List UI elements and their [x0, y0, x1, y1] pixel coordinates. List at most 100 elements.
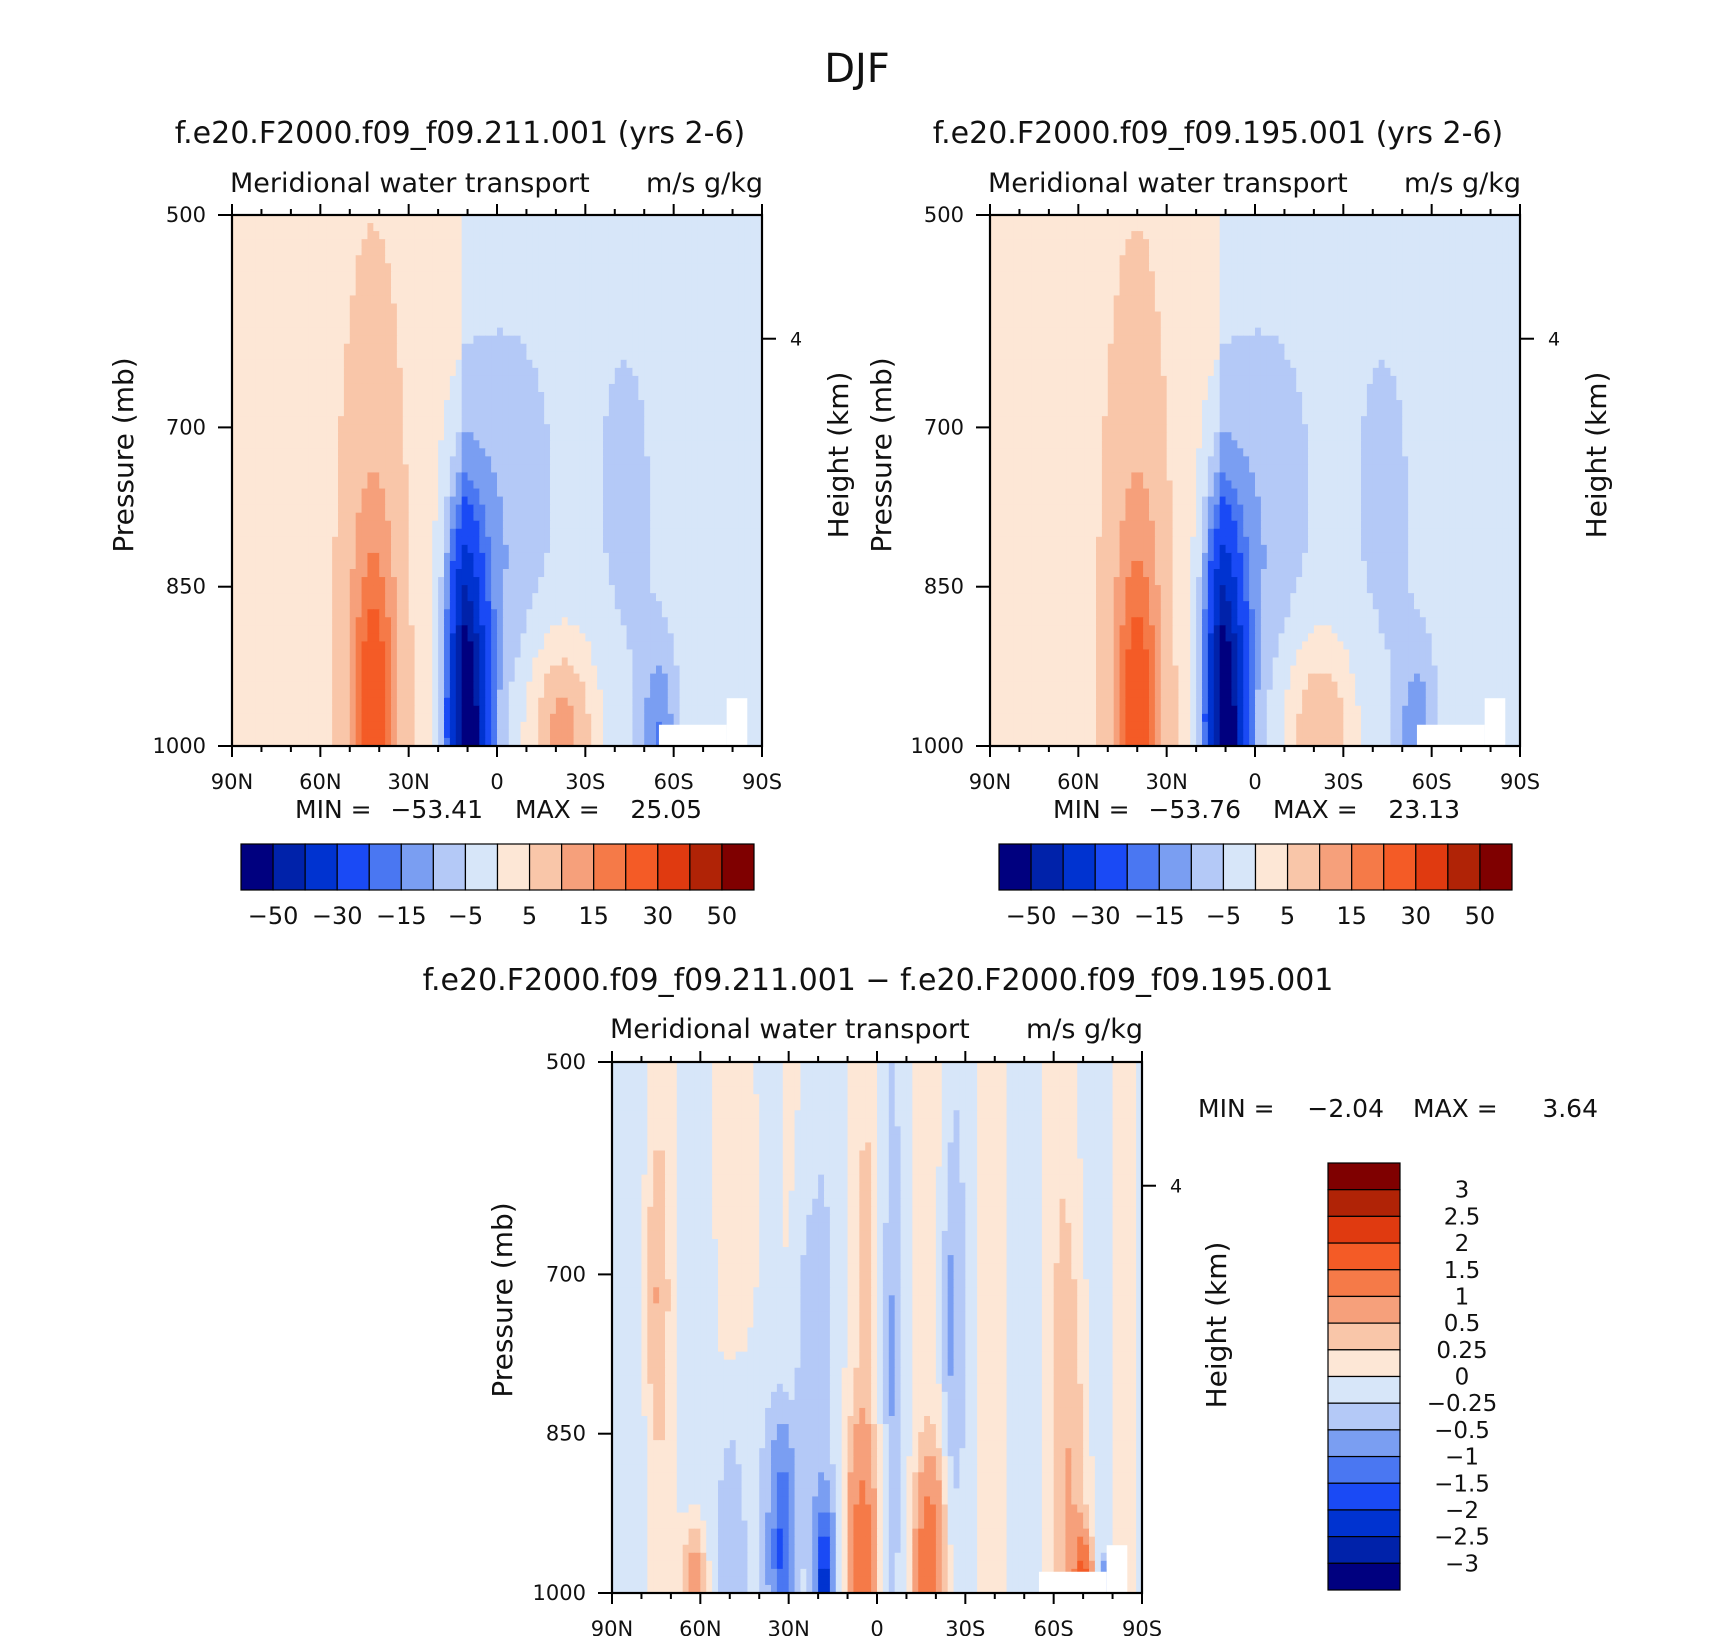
field-cell: [296, 633, 304, 643]
field-cell: [591, 504, 598, 514]
field-cell: [373, 512, 380, 522]
field-cell: [332, 536, 339, 546]
field-cell: [738, 287, 745, 297]
field-cell: [567, 263, 575, 272]
field-cell: [620, 303, 628, 313]
field-cell: [255, 424, 263, 433]
field-cell: [361, 560, 369, 570]
field-cell: [273, 649, 280, 659]
field-cell: [314, 657, 321, 667]
field-cell: [426, 311, 433, 321]
field-cell: [656, 319, 663, 329]
field-cell: [656, 392, 663, 401]
field-cell: [385, 408, 392, 417]
field-cell: [249, 649, 257, 659]
field-cell: [703, 569, 710, 578]
field-cell: [485, 536, 492, 546]
field-cell: [320, 287, 327, 297]
field-cell: [756, 408, 763, 417]
field-cell: [638, 560, 645, 570]
field-cell: [614, 335, 622, 345]
field-cell: [279, 464, 286, 474]
field-cell: [750, 552, 757, 562]
field-cell: [532, 351, 539, 361]
field-cell: [338, 601, 345, 610]
field-cell: [550, 239, 557, 248]
field-cell: [608, 617, 616, 626]
field-cell: [473, 263, 480, 272]
field-cell: [744, 641, 751, 651]
field-cell: [632, 263, 639, 272]
field-cell: [632, 335, 639, 345]
field-cell: [408, 295, 416, 305]
field-cell: [314, 303, 321, 313]
field-cell: [232, 343, 239, 353]
field-cell: [314, 480, 321, 490]
field-cell: [632, 625, 639, 634]
field-cell: [544, 609, 551, 618]
field-cell: [308, 544, 316, 554]
field-cell: [532, 247, 539, 256]
field-cell: [332, 609, 339, 618]
field-cell: [320, 279, 327, 289]
field-cell: [555, 480, 563, 490]
field-cell: [656, 536, 663, 546]
field-cell: [732, 609, 740, 618]
field-cell: [391, 416, 398, 425]
field-cell: [585, 480, 592, 490]
field-cell: [438, 577, 445, 586]
field-cell: [626, 617, 634, 626]
field-cell: [249, 400, 257, 409]
field-cell: [485, 577, 492, 586]
field-cell: [555, 295, 563, 305]
field-cell: [273, 392, 280, 401]
field-cell: [302, 480, 310, 490]
field-cell: [373, 496, 380, 506]
field-cell: [508, 215, 516, 224]
field-cell: [550, 343, 557, 353]
field-cell: [261, 271, 268, 280]
field-cell: [744, 536, 751, 546]
field-cell: [714, 367, 722, 377]
field-cell: [514, 239, 522, 248]
field-cell: [497, 223, 504, 232]
field-cell: [432, 544, 439, 554]
field-cell: [508, 512, 516, 522]
field-cell: [732, 536, 740, 546]
field-cell: [273, 544, 280, 554]
field-cell: [685, 215, 692, 224]
field-cell: [485, 231, 492, 240]
field-cell: [385, 351, 392, 361]
field-cell: [667, 577, 675, 586]
field-cell: [673, 263, 681, 272]
field-cell: [479, 625, 486, 634]
field-cell: [279, 552, 286, 562]
field-cell: [691, 480, 698, 490]
field-cell: [561, 528, 569, 538]
field-cell: [644, 464, 651, 474]
field-cell: [432, 215, 439, 224]
field-cell: [349, 504, 357, 514]
field-cell: [703, 424, 710, 433]
field-cell: [232, 295, 239, 305]
field-cell: [691, 520, 698, 530]
field-cell: [750, 367, 757, 377]
field-cell: [532, 512, 539, 522]
field-cell: [373, 400, 380, 409]
field-cell: [750, 544, 757, 554]
field-cell: [261, 448, 268, 457]
field-cell: [744, 633, 751, 643]
field-cell: [237, 424, 245, 433]
field-cell: [237, 335, 245, 345]
field-cell: [426, 577, 433, 586]
field-cell: [608, 359, 616, 369]
field-cell: [308, 392, 316, 401]
field-cell: [614, 287, 622, 297]
field-cell: [673, 351, 681, 361]
field-cell: [544, 263, 551, 272]
field-cell: [491, 279, 498, 289]
field-cell: [597, 488, 604, 498]
field-cell: [249, 271, 257, 280]
field-cell: [449, 496, 457, 506]
field-cell: [502, 311, 510, 321]
